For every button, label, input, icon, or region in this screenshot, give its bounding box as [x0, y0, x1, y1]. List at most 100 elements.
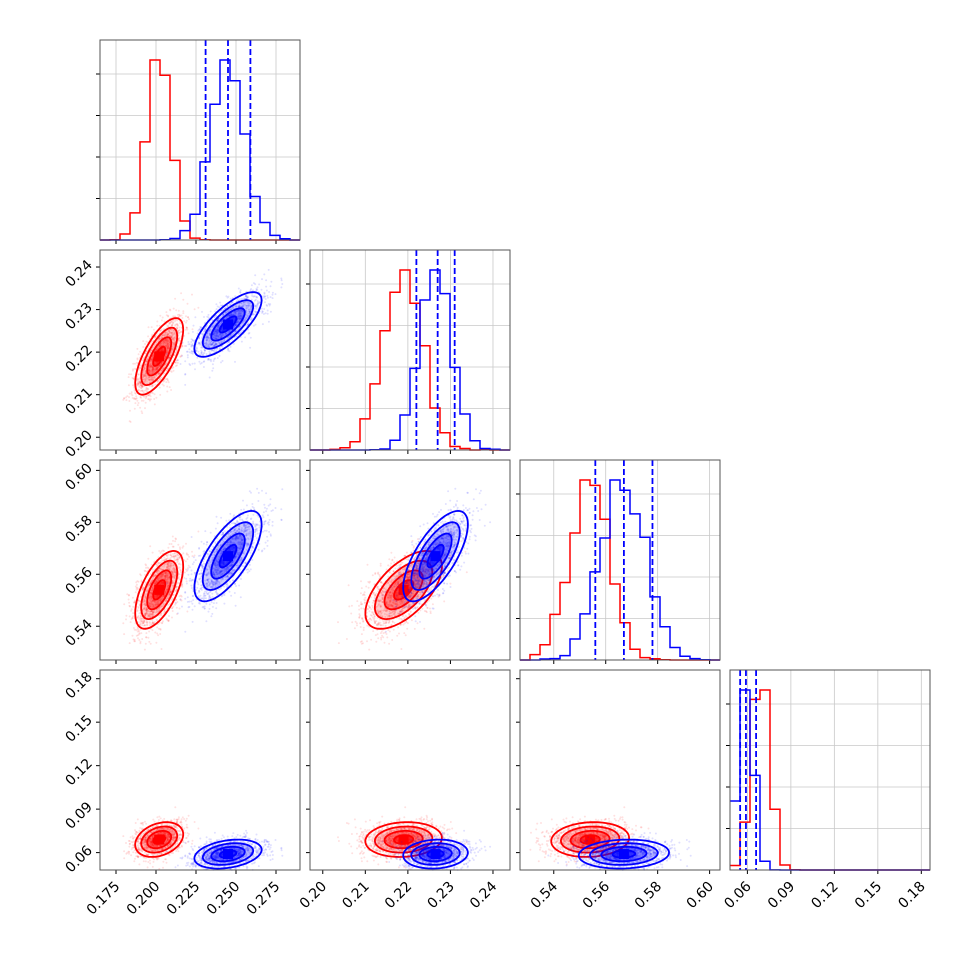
sample-point: [386, 636, 388, 638]
sample-point: [169, 543, 171, 545]
sample-point: [128, 602, 130, 604]
panel-bg: [100, 250, 300, 450]
sample-point: [169, 386, 171, 388]
sample-point: [144, 624, 146, 626]
sample-point: [369, 610, 371, 612]
sample-point: [147, 335, 149, 337]
sample-point: [140, 632, 142, 634]
sample-point: [139, 621, 141, 623]
sample-point: [172, 536, 174, 538]
sample-point: [383, 632, 385, 634]
sample-point: [172, 610, 174, 612]
sample-point: [146, 624, 148, 626]
sample-point: [194, 308, 196, 310]
sample-point: [153, 329, 155, 331]
sample-point: [358, 617, 360, 619]
sample-point: [364, 591, 366, 593]
sample-point: [182, 299, 184, 301]
sample-point: [387, 564, 389, 566]
sample-point: [135, 395, 137, 397]
sample-point: [356, 600, 358, 602]
sample-point: [185, 560, 187, 562]
sample-point: [156, 321, 158, 323]
sample-point: [423, 628, 425, 630]
sample-point: [411, 619, 413, 621]
sample-point: [149, 545, 151, 547]
sample-point: [170, 554, 172, 556]
sample-point: [176, 556, 178, 558]
sample-point: [158, 819, 160, 821]
sample-point: [185, 543, 187, 545]
sample-point: [398, 564, 400, 566]
sample-point: [373, 620, 375, 622]
sample-point: [392, 570, 394, 572]
sample-point: [432, 603, 434, 605]
sample-point: [361, 587, 363, 589]
x-tick-label: 0.225: [164, 879, 204, 919]
sample-point: [172, 540, 174, 542]
sample-point: [138, 389, 140, 391]
sample-point: [400, 648, 402, 650]
x-tick-label: 0.175: [84, 879, 124, 919]
sample-point: [356, 624, 358, 626]
x-tick-label: 0.56: [580, 879, 613, 912]
sample-point: [176, 601, 178, 603]
sample-point: [356, 622, 358, 624]
sample-point: [147, 637, 149, 639]
sample-point: [166, 386, 168, 388]
sample-point: [460, 540, 462, 542]
sample-point: [161, 328, 163, 330]
sample-point: [351, 621, 353, 623]
sample-point: [132, 597, 134, 599]
sample-point: [387, 576, 389, 578]
sample-point: [145, 402, 147, 404]
sample-point: [125, 615, 127, 617]
sample-point: [145, 389, 147, 391]
sample-point: [374, 573, 376, 575]
sample-point: [430, 587, 432, 589]
sample-point: [156, 325, 158, 327]
y-tick-label: 0.09: [63, 799, 96, 832]
sample-point: [165, 311, 167, 313]
sample-point: [359, 615, 361, 617]
sample-point: [188, 318, 190, 320]
sample-point: [137, 634, 139, 636]
sample-point: [138, 402, 140, 404]
sample-point: [394, 568, 396, 570]
sample-point: [167, 547, 169, 549]
sample-point: [177, 544, 179, 546]
sample-point: [371, 615, 373, 617]
sample-point: [187, 558, 189, 560]
sample-point: [372, 593, 374, 595]
sample-point: [370, 639, 372, 641]
sample-point: [137, 637, 139, 639]
sample-point: [140, 615, 142, 617]
sample-point: [180, 331, 182, 333]
sample-point: [178, 563, 180, 565]
sample-point: [410, 610, 412, 612]
sample-point: [185, 322, 187, 324]
sample-point: [128, 400, 130, 402]
sample-point: [350, 613, 352, 615]
sample-point: [177, 314, 179, 316]
sample-point: [175, 555, 177, 557]
sample-point: [152, 866, 154, 868]
sample-point: [362, 620, 364, 622]
sample-point: [148, 326, 150, 328]
sample-point: [128, 846, 130, 848]
sample-point: [181, 317, 183, 319]
sample-point: [427, 607, 429, 609]
sample-point: [443, 600, 445, 602]
sample-point: [142, 346, 144, 348]
sample-point: [167, 380, 169, 382]
sample-point: [400, 618, 402, 620]
sample-point: [154, 621, 156, 623]
sample-point: [145, 860, 147, 862]
sample-point: [138, 618, 140, 620]
sample-point: [145, 567, 147, 569]
sample-point: [368, 619, 370, 621]
sample-point: [179, 567, 181, 569]
panel-0-0: [96, 40, 300, 244]
